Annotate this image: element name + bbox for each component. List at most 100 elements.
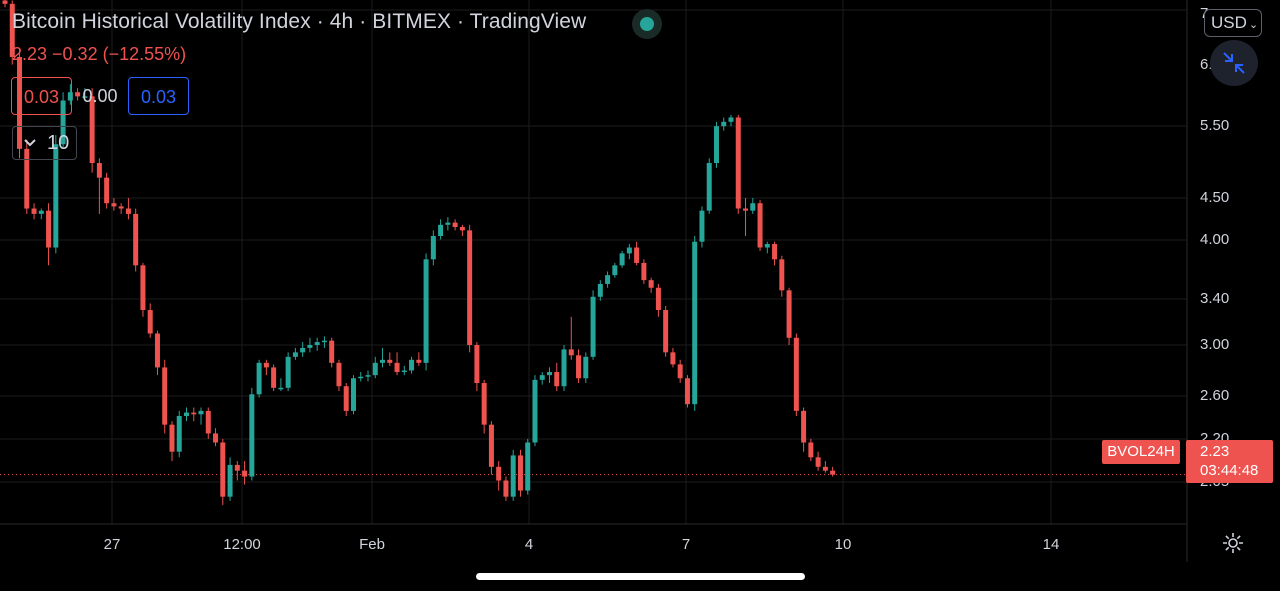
candle-body [60, 100, 66, 145]
candle [133, 208, 139, 272]
candle-body [576, 355, 582, 379]
buy-button[interactable]: 0.03 [128, 77, 189, 115]
collapse-icon [1223, 52, 1245, 74]
bar-countdown: 03:44:48 [1200, 462, 1259, 479]
candle-body [162, 367, 168, 425]
time-tick-label: Feb [359, 536, 385, 553]
candle [510, 449, 516, 501]
price-tick-label: 3.40 [1200, 290, 1230, 307]
candle-body [147, 310, 153, 334]
candle [249, 387, 255, 481]
candle-body [459, 227, 465, 231]
candle [735, 114, 741, 214]
time-tick-label: 12:00 [223, 536, 261, 553]
candle-body [612, 265, 618, 276]
candle-body [213, 433, 219, 443]
candle-body [394, 362, 400, 373]
candle [9, 0, 15, 65]
candle-body [343, 386, 349, 411]
candle-body [525, 442, 531, 491]
candle-body [830, 470, 836, 475]
candle-body [532, 379, 538, 443]
candle-body [677, 364, 683, 379]
time-tick-label: 14 [1042, 536, 1060, 553]
candle-body [721, 121, 727, 127]
candle [31, 203, 37, 220]
lot-size-value: 10 [47, 132, 70, 154]
caret-down-icon: ⌄ [1248, 19, 1259, 31]
candle [140, 262, 146, 317]
candle [663, 306, 669, 357]
candle-body [474, 345, 480, 384]
candle [590, 290, 596, 360]
candle-body [503, 480, 509, 497]
status-dot-icon[interactable] [632, 9, 662, 39]
candle-body [488, 424, 494, 467]
candle-body [2, 0, 8, 4]
candle-body [372, 362, 378, 376]
candle [648, 277, 654, 293]
candle [779, 255, 785, 297]
candle [198, 407, 204, 425]
candle-body [46, 210, 52, 248]
price-tick-label: 4.00 [1200, 231, 1230, 248]
candle-body [801, 410, 807, 443]
candle-body [82, 96, 88, 98]
candle [786, 287, 792, 345]
candle [517, 449, 523, 497]
candle [503, 476, 509, 501]
candle [626, 244, 632, 260]
candle-body [583, 356, 589, 379]
candle [706, 158, 712, 214]
candle-body [713, 126, 719, 164]
time-tick-label: 7 [681, 536, 691, 553]
candle [677, 359, 683, 384]
candle [619, 251, 625, 268]
candle [452, 219, 458, 231]
price-tick-label: 6. [1200, 56, 1213, 73]
candle-body [547, 372, 552, 376]
candle-body [67, 92, 73, 101]
candle [496, 461, 502, 491]
last-price-value: 2.23 [1200, 443, 1230, 460]
candle [467, 224, 473, 353]
candle-body [452, 222, 458, 228]
candle-body [75, 92, 81, 97]
candle [568, 316, 574, 360]
candle [343, 383, 349, 417]
candle-body [321, 340, 327, 343]
candle [263, 359, 269, 376]
candle-body [249, 394, 255, 477]
candle [605, 271, 611, 288]
candle-body [445, 222, 451, 225]
candle-body [655, 287, 661, 311]
candle-body [634, 247, 640, 263]
chevron-down-icon [23, 127, 37, 170]
candle-body [706, 163, 712, 211]
candle-body [561, 349, 567, 387]
lot-size-dropdown[interactable]: 10 [12, 126, 77, 160]
candle [365, 370, 371, 382]
candle-body [358, 376, 364, 379]
candle [394, 352, 400, 376]
candle [104, 172, 110, 209]
candle-body [350, 378, 356, 411]
candle [597, 280, 603, 301]
candle [474, 342, 480, 392]
candle [808, 438, 814, 462]
candle [314, 337, 320, 351]
price-tick-label: 5.50 [1200, 117, 1230, 134]
collapse-button[interactable] [1210, 40, 1258, 86]
candle [227, 457, 233, 501]
currency-select[interactable]: USD ⌄ [1204, 9, 1262, 37]
candle [89, 88, 95, 173]
candle [423, 253, 429, 371]
settings-button[interactable] [1222, 532, 1244, 554]
candle-body [822, 466, 828, 471]
candle [60, 92, 66, 149]
candle [191, 407, 197, 422]
candle-body [285, 356, 291, 388]
sell-button[interactable]: 0.03 [11, 77, 72, 115]
time-tick-label: 4 [524, 536, 534, 553]
